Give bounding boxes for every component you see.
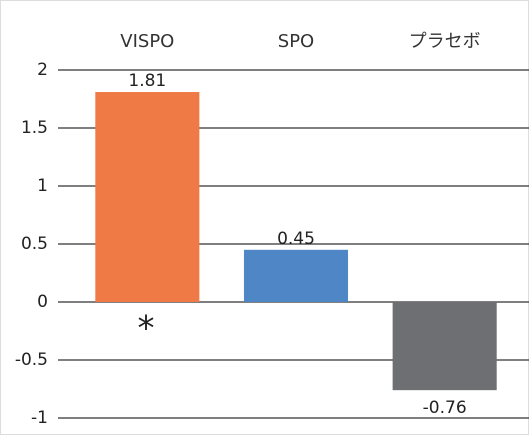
y-tick-label: 1.5 <box>21 118 48 138</box>
value-label: -0.76 <box>423 398 467 418</box>
bar <box>243 249 349 302</box>
x-tick-label: SPO <box>278 31 314 52</box>
x-tick-label: VISPO <box>120 31 174 52</box>
annotation: * <box>138 309 155 349</box>
y-tick-label: 2 <box>37 60 48 80</box>
value-label: 1.81 <box>128 71 166 91</box>
value-label: 0.45 <box>277 229 315 249</box>
y-tick-label: -1 <box>31 408 48 428</box>
y-tick-label: 1 <box>37 176 48 196</box>
x-tick-label: プラセボ <box>409 31 481 52</box>
bar <box>392 302 497 391</box>
y-tick-label: 0 <box>37 292 48 312</box>
bar <box>95 92 200 302</box>
y-tick-label: -0.5 <box>15 350 48 370</box>
y-tick-label: 0.5 <box>21 234 48 254</box>
